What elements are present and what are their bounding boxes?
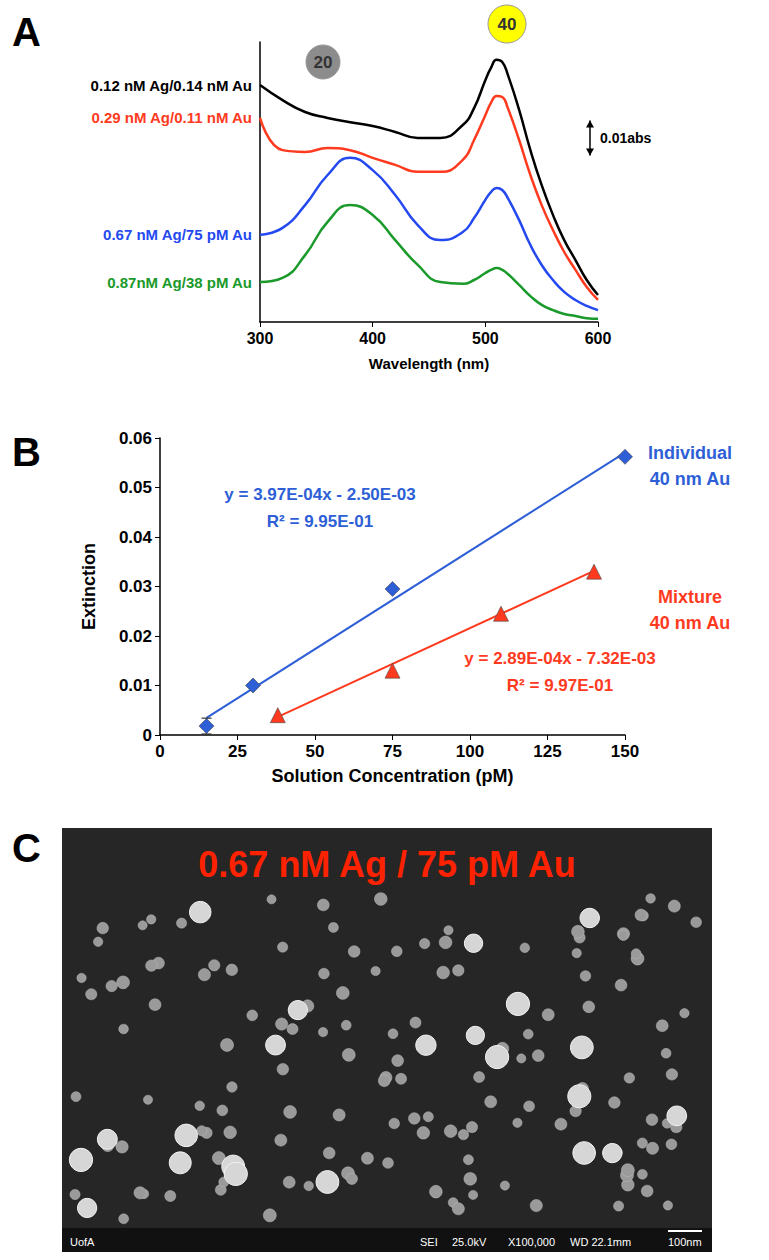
svg-text:UofA: UofA [70,1236,95,1248]
svg-text:0.04: 0.04 [119,528,153,547]
svg-text:X100,000: X100,000 [508,1236,555,1248]
svg-text:C: C [12,826,41,870]
svg-text:25.0kV: 25.0kV [452,1236,487,1248]
svg-text:0.05: 0.05 [119,478,152,497]
svg-text:0.06: 0.06 [119,429,152,448]
svg-text:WD 22.1mm: WD 22.1mm [570,1236,631,1248]
svg-text:100: 100 [456,742,484,761]
svg-text:0.03: 0.03 [119,577,152,596]
svg-text:400: 400 [359,330,386,347]
svg-text:0: 0 [155,742,164,761]
svg-text:y = 2.89E-04x - 7.32E-03: y = 2.89E-04x - 7.32E-03 [464,649,655,668]
svg-text:40 nm Au: 40 nm Au [650,469,730,489]
svg-text:20: 20 [314,53,333,72]
svg-text:0.29 nM Ag/0.11 nM Au: 0.29 nM Ag/0.11 nM Au [91,109,252,126]
svg-text:40 nm Au: 40 nm Au [650,613,730,633]
svg-text:50: 50 [306,742,325,761]
svg-text:0.01: 0.01 [119,676,152,695]
svg-text:150: 150 [611,742,639,761]
svg-text:SEI: SEI [420,1236,438,1248]
svg-text:0.01abs: 0.01abs [600,130,652,146]
svg-text:Extinction: Extinction [79,543,99,630]
svg-text:100nm: 100nm [668,1236,702,1248]
svg-text:0.12 nM Ag/0.14 nM Au: 0.12 nM Ag/0.14 nM Au [91,77,252,94]
svg-text:125: 125 [533,742,561,761]
svg-text:0.87nM Ag/38 pM Au: 0.87nM Ag/38 pM Au [107,274,252,291]
svg-text:300: 300 [247,330,274,347]
svg-text:0.67 nM Ag/75 pM Au: 0.67 nM Ag/75 pM Au [103,226,252,243]
svg-text:0: 0 [143,726,152,745]
svg-text:B: B [12,430,41,474]
svg-text:A: A [12,10,41,54]
svg-text:0.02: 0.02 [119,627,152,646]
svg-text:600: 600 [585,330,612,347]
svg-text:0.67 nM Ag / 75 pM Au: 0.67 nM Ag / 75 pM Au [198,844,575,885]
svg-text:Mixture: Mixture [658,587,722,607]
svg-text:75: 75 [383,742,402,761]
svg-text:R² = 9.95E-01: R² = 9.95E-01 [267,512,373,531]
svg-text:25: 25 [228,742,247,761]
svg-text:R² = 9.97E-01: R² = 9.97E-01 [507,676,613,695]
svg-text:500: 500 [472,330,499,347]
svg-text:y = 3.97E-04x - 2.50E-03: y = 3.97E-04x - 2.50E-03 [224,485,415,504]
svg-text:40: 40 [498,15,517,34]
svg-text:Individual: Individual [648,443,732,463]
svg-text:Wavelength (nm): Wavelength (nm) [369,355,489,372]
svg-text:Solution Concentration (pM): Solution Concentration (pM) [272,766,514,786]
